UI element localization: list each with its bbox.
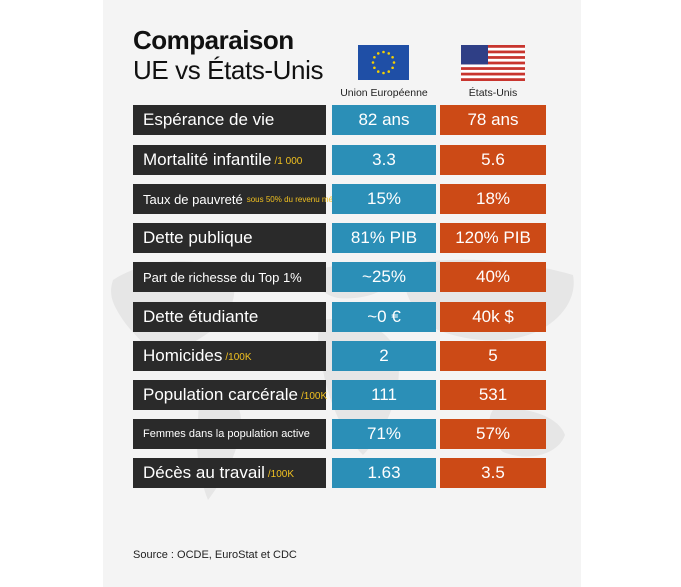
eu-value: 111: [332, 380, 436, 410]
column-header-eu: Union Européenne: [340, 87, 428, 99]
row-label-cell: Homicides/100K: [133, 341, 326, 371]
row-label-cell: Décès au travail/100K: [133, 458, 326, 488]
table-row: Décès au travail/100K 1.63 3.5: [133, 458, 546, 488]
eu-value: 15%: [332, 184, 436, 214]
subtitle: UE vs États-Unis: [133, 55, 324, 85]
table-row: Femmes dans la population active 71% 57%: [133, 419, 546, 449]
table-row: Population carcérale/100K 111 531: [133, 380, 546, 410]
row-label-cell: Dette publique: [133, 223, 326, 253]
us-value: 18%: [440, 184, 546, 214]
row-label-cell: Taux de pauvreté sous 50% du revenu média…: [133, 184, 349, 214]
us-value: 5.6: [440, 145, 546, 175]
us-value: 57%: [440, 419, 546, 449]
eu-value: ~0 €: [332, 302, 436, 332]
row-label-cell: Espérance de vie: [133, 105, 326, 135]
row-label: Espérance de vie: [143, 110, 275, 129]
row-label: Homicides: [143, 346, 223, 365]
eu-value: ~25%: [332, 262, 436, 292]
row-unit: /100K: [225, 352, 252, 363]
eu-value: 3.3: [332, 145, 436, 175]
row-label: Décès au travail: [143, 463, 265, 482]
table-row: Taux de pauvreté sous 50% du revenu média…: [133, 184, 546, 214]
row-label-cell: Part de richesse du Top 1%: [133, 262, 326, 292]
eu-value: 82 ans: [332, 105, 436, 135]
us-value: 78 ans: [440, 105, 546, 135]
table-row: Homicides/100K 2 5: [133, 341, 546, 371]
row-unit: /1 000: [274, 156, 303, 167]
row-label-cell: Femmes dans la population active: [133, 419, 326, 449]
us-flag-icon: [461, 45, 525, 81]
table-row: Part de richesse du Top 1% ~25% 40%: [133, 262, 546, 292]
row-unit: /100K: [300, 391, 328, 402]
column-header-us: États-Unis: [468, 87, 518, 99]
us-value: 40%: [440, 262, 546, 292]
eu-value: 1.63: [332, 458, 436, 488]
row-unit: /100K: [267, 469, 295, 480]
us-value: 120% PIB: [440, 223, 546, 253]
table-row: Dette étudiante ~0 €40k $: [133, 302, 546, 332]
table-row: Mortalité infantile/1 000 3.3 5.6: [133, 145, 546, 175]
row-label: Population carcérale: [143, 385, 298, 404]
table-row: Espérance de vie 82 ans 78 ans: [133, 105, 546, 135]
title: Comparaison: [133, 25, 294, 55]
row-label: Part de richesse du Top 1%: [143, 269, 302, 285]
us-value: 40k $: [440, 302, 546, 332]
row-label: Taux de pauvreté: [143, 191, 243, 207]
row-label: Dette publique: [143, 228, 253, 247]
row-unit: sous 50% du revenu médian: [246, 194, 349, 204]
eu-value: 81% PIB: [332, 223, 436, 253]
row-label: Dette étudiante: [143, 307, 259, 326]
row-label-cell: Population carcérale/100K: [133, 380, 328, 410]
us-value: 5: [440, 341, 546, 371]
eu-value: 2: [332, 341, 436, 371]
table-row: Dette publique 81% PIB 120% PIB: [133, 223, 546, 253]
eu-flag-icon: [358, 45, 409, 80]
row-label: Mortalité infantile: [143, 150, 272, 169]
row-label-cell: Dette étudiante: [133, 302, 326, 332]
eu-value: 71%: [332, 419, 436, 449]
row-label: Femmes dans la population active: [143, 428, 310, 440]
us-value: 531: [440, 380, 546, 410]
us-value: 3.5: [440, 458, 546, 488]
source-note: Source : OCDE, EuroStat et CDC: [133, 549, 297, 561]
row-label-cell: Mortalité infantile/1 000: [133, 145, 326, 175]
